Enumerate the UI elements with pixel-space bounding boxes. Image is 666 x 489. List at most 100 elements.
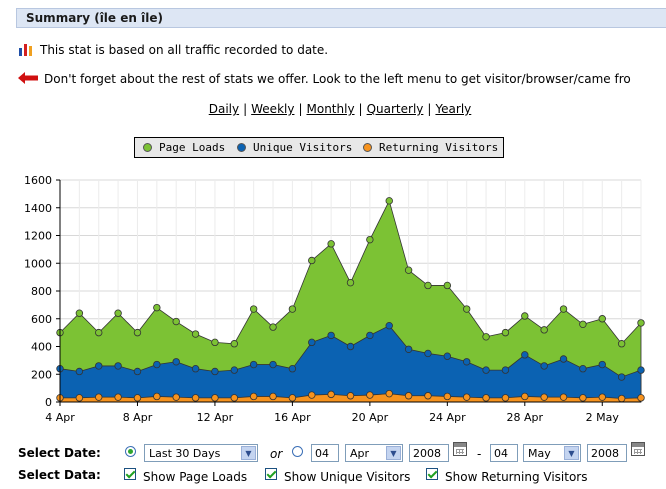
arrow-left-icon (18, 72, 38, 87)
point-unique-visitors (172, 358, 180, 366)
legend-label-returning-visitors: Returning Visitors (379, 141, 499, 154)
point-page-loads (463, 305, 471, 313)
show-returning-visitors-label: Show Returning Visitors (445, 470, 588, 484)
point-page-loads (308, 256, 316, 265)
range-radio[interactable] (125, 446, 136, 457)
reminder-row: Don't forget about the rest of stats we … (18, 72, 631, 87)
nav-separator: | (427, 102, 432, 116)
point-unique-visitors (404, 345, 413, 353)
reminder-text: Don't forget about the rest of stats we … (44, 72, 631, 86)
point-returning-visitors (637, 394, 645, 402)
to-day-input[interactable]: 04 (490, 444, 518, 462)
x-tick-label: 8 Apr (123, 411, 153, 424)
point-returning-visitors (172, 393, 180, 401)
y-tick-label: 1000 (24, 257, 52, 270)
chevron-down-icon: ▼ (564, 446, 579, 460)
point-returning-visitors (501, 394, 510, 402)
point-returning-visitors (249, 392, 258, 401)
nav-daily-link[interactable]: Daily (208, 102, 240, 116)
chevron-down-icon: ▼ (241, 446, 256, 460)
range-select[interactable]: Last 30 Days ▼ (144, 444, 258, 462)
point-page-loads (172, 317, 180, 326)
point-returning-visitors (385, 389, 393, 398)
custom-range-radio[interactable] (292, 446, 303, 457)
point-returning-visitors (482, 394, 490, 402)
nav-quarterly-link[interactable]: Quarterly (366, 102, 424, 116)
y-tick-label: 400 (31, 341, 52, 354)
point-page-loads (75, 309, 84, 317)
x-tick-label: 12 Apr (197, 411, 234, 424)
stat-note-text: This stat is based on all traffic record… (40, 43, 329, 57)
show-page-loads-checkbox[interactable] (124, 468, 136, 480)
point-unique-visitors (424, 349, 432, 358)
x-tick-label: 2 May (586, 411, 620, 424)
point-page-loads (501, 328, 510, 337)
to-month-select[interactable]: May ▼ (523, 444, 581, 462)
point-page-loads (559, 305, 568, 313)
from-month-select[interactable]: Apr ▼ (345, 444, 403, 462)
point-returning-visitors (95, 393, 103, 401)
point-unique-visitors (385, 321, 393, 330)
summary-title: Summary (île en île) (26, 11, 163, 25)
y-tick-label: 200 (31, 368, 52, 381)
point-page-loads (249, 305, 258, 313)
point-page-loads (637, 319, 645, 327)
point-page-loads (521, 312, 529, 320)
point-returning-visitors (617, 394, 626, 403)
point-returning-visitors (346, 392, 355, 400)
y-tick-label: 0 (45, 396, 52, 409)
legend-marker-unique-visitors (237, 143, 246, 152)
x-tick-label: 20 Apr (352, 411, 389, 424)
point-unique-visitors (559, 355, 568, 363)
range-select-value: Last 30 Days (149, 447, 221, 460)
point-unique-visitors (521, 351, 529, 359)
calendar-icon[interactable] (631, 442, 645, 456)
point-page-loads (404, 266, 413, 274)
point-page-loads (366, 235, 374, 244)
point-unique-visitors (617, 373, 626, 381)
show-unique-visitors-label: Show Unique Visitors (284, 470, 411, 484)
legend-label-page-loads: Page Loads (159, 141, 226, 154)
legend-marker-page-loads (143, 143, 152, 152)
point-page-loads (211, 338, 219, 347)
point-unique-visitors (114, 362, 122, 370)
point-unique-visitors (269, 360, 277, 369)
point-page-loads (191, 330, 200, 338)
point-page-loads (230, 340, 238, 348)
nav-monthly-link[interactable]: Monthly (306, 102, 355, 116)
point-page-loads (114, 309, 122, 317)
show-returning-visitors-checkbox[interactable] (426, 468, 438, 480)
point-returning-visitors (424, 392, 432, 400)
point-returning-visitors (521, 392, 529, 401)
to-year-input[interactable]: 2008 (587, 444, 627, 462)
show-unique-visitors-checkbox[interactable] (265, 468, 277, 480)
point-page-loads (346, 278, 355, 287)
point-page-loads (579, 320, 587, 328)
legend-unique-visitors: Unique Visitors (237, 141, 352, 154)
point-unique-visitors (288, 364, 297, 373)
area-unique-visitors (59, 325, 642, 403)
calendar-icon[interactable] (453, 442, 467, 456)
point-returning-visitors (463, 393, 471, 401)
point-page-loads (443, 281, 452, 290)
x-tick-label: 4 Apr (45, 411, 75, 424)
point-unique-visitors (346, 342, 355, 351)
y-tick-label: 1400 (24, 202, 52, 215)
point-unique-visitors (249, 360, 258, 369)
nav-separator: | (358, 102, 363, 116)
y-tick-label: 600 (31, 313, 52, 326)
from-day-input[interactable]: 04 (311, 444, 339, 462)
point-returning-visitors (230, 394, 238, 402)
point-page-loads (95, 328, 103, 337)
point-page-loads (153, 303, 161, 312)
x-tick-label: 28 Apr (507, 411, 544, 424)
area-page-loads (59, 200, 642, 403)
point-page-loads (617, 340, 626, 348)
nav-weekly-link[interactable]: Weekly (251, 102, 295, 116)
bar-chart-icon (18, 42, 34, 59)
legend-returning-visitors: Returning Visitors (363, 141, 498, 154)
from-year-input[interactable]: 2008 (409, 444, 449, 462)
nav-yearly-link[interactable]: Yearly (435, 102, 472, 116)
x-tick-label: 24 Apr (429, 411, 466, 424)
point-returning-visitors (579, 394, 587, 402)
